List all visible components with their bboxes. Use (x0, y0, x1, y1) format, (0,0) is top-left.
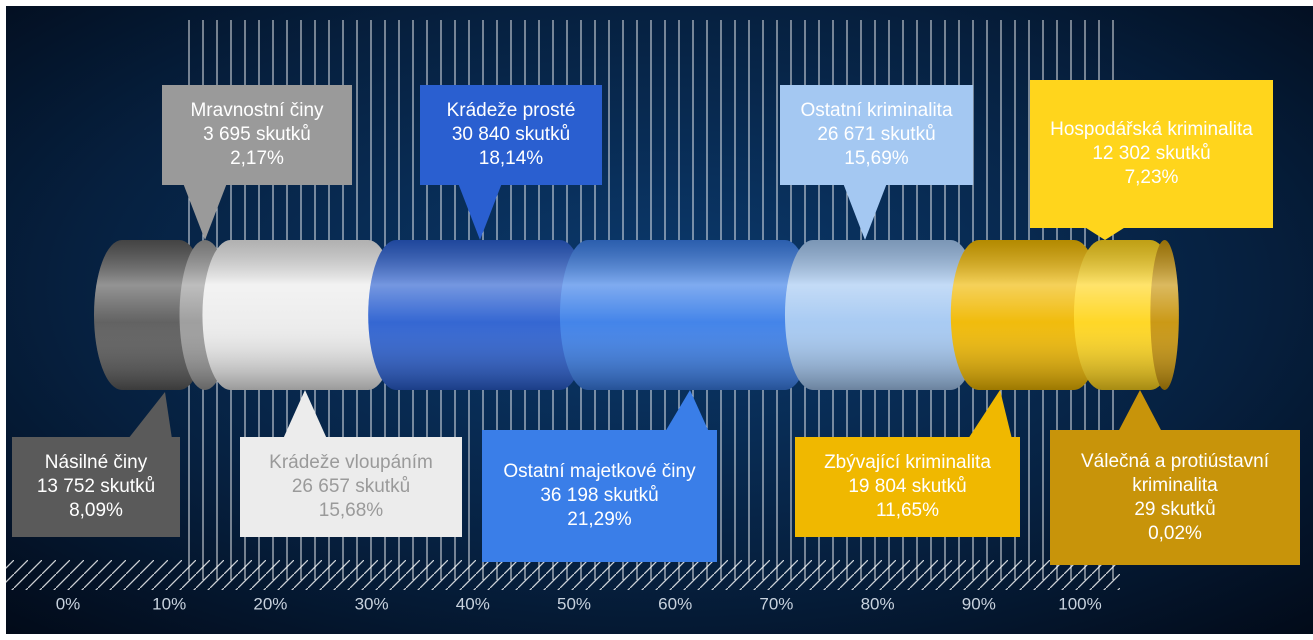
x-tick-label: 20% (253, 594, 287, 613)
callout-count: 13 752 skutků (36, 476, 156, 497)
callout: Mravnostní činy 3 695 skutků 2,17% (162, 85, 352, 185)
callout: Válečná a protiústavní kriminalita 29 sku… (1050, 430, 1300, 565)
x-tick-label: 80% (861, 594, 895, 613)
callout-percent: 7,23% (1124, 167, 1179, 188)
callout: Ostatní majetkové činy 36 198 skutků 21,29… (482, 430, 717, 562)
callout-percent: 8,09% (69, 500, 123, 521)
bar-shade (784, 240, 979, 390)
callout-pointer (843, 183, 887, 240)
bar-shade (368, 240, 588, 390)
callout-percent: 0,02% (1148, 522, 1202, 544)
bar-shade (1150, 240, 1179, 390)
callout-count: 26 671 skutků (817, 124, 936, 145)
callout-pointer (128, 392, 172, 439)
bar-shade (559, 240, 813, 390)
callout-pointer (968, 390, 1012, 439)
callout-count: 29 skutků (1134, 498, 1216, 520)
callout: Zbývající kriminalita 19 804 skutků 11,65% (795, 437, 1020, 537)
callout-name: Ostatní majetkové činy (503, 461, 696, 482)
bar-shade (94, 240, 208, 390)
callout-percent: 21,29% (567, 509, 632, 530)
bar-shade (1073, 240, 1179, 390)
bar-shade (202, 240, 397, 390)
callout-pointer (183, 183, 227, 240)
bar-group (94, 240, 1179, 390)
x-tick-label: 50% (557, 594, 591, 613)
x-tick-label: 90% (962, 594, 996, 613)
axis: 0% 10% 20% 30% 40% 50% 60% 70% 80% 90% 100% (56, 594, 1102, 613)
callout-name: Krádeže prosté (446, 100, 576, 121)
callout-count: 30 840 skutků (451, 124, 571, 145)
x-tick-label: 10% (152, 594, 186, 613)
callout-pointer (665, 390, 709, 432)
callout-percent: 2,17% (230, 148, 284, 169)
x-tick-label: 70% (759, 594, 793, 613)
callout-name: Mravnostní činy (190, 100, 324, 121)
callout-pointer (458, 183, 502, 240)
callout-name: Násilné činy (44, 452, 148, 473)
callout-percent: 11,65% (875, 500, 940, 521)
hatch (6, 560, 1120, 590)
callout-count: 12 302 skutků (1092, 143, 1211, 164)
callout-count: 3 695 skutků (203, 124, 311, 145)
callout-count: 19 804 skutků (848, 476, 967, 497)
callout-pointer (1118, 390, 1162, 432)
callout-pointer (1083, 226, 1127, 240)
callout-percent: 15,69% (844, 148, 909, 169)
x-tick-label: 100% (1058, 594, 1101, 613)
callout-name: Zbývající kriminalita (824, 452, 991, 473)
callout-count: 36 198 skutků (540, 485, 659, 506)
callout-name: Hospodářská kriminalita (1050, 119, 1253, 140)
callout: Násilné činy 13 752 skutků 8,09% (12, 437, 180, 537)
pointer-group (128, 183, 1162, 439)
callout-name: Krádeže vloupáním (269, 452, 433, 473)
callout-count: 26 657 skutků (291, 476, 411, 497)
callout-name: Válečná a protiústavní kriminalita (1080, 450, 1269, 496)
x-tick-label: 40% (456, 594, 490, 613)
callout: Ostatní kriminalita 26 671 skutků 15,69% (780, 85, 973, 185)
callout: Krádeže vloupáním 26 657 skutků 15,68% (240, 437, 462, 537)
callout: Krádeže prosté 30 840 skutků 18,14% (420, 85, 602, 185)
callout-percent: 15,68% (318, 500, 384, 521)
callout-name: Ostatní kriminalita (800, 100, 953, 121)
x-tick-label: 30% (355, 594, 389, 613)
x-tick-label: 0% (56, 594, 81, 613)
callout: Hospodářská kriminalita 12 302 skutků 7,23… (1030, 80, 1273, 228)
bar-shade (950, 240, 1102, 390)
callout-percent: 18,14% (478, 148, 544, 169)
x-tick-label: 60% (658, 594, 692, 613)
callout-pointer (283, 390, 327, 439)
